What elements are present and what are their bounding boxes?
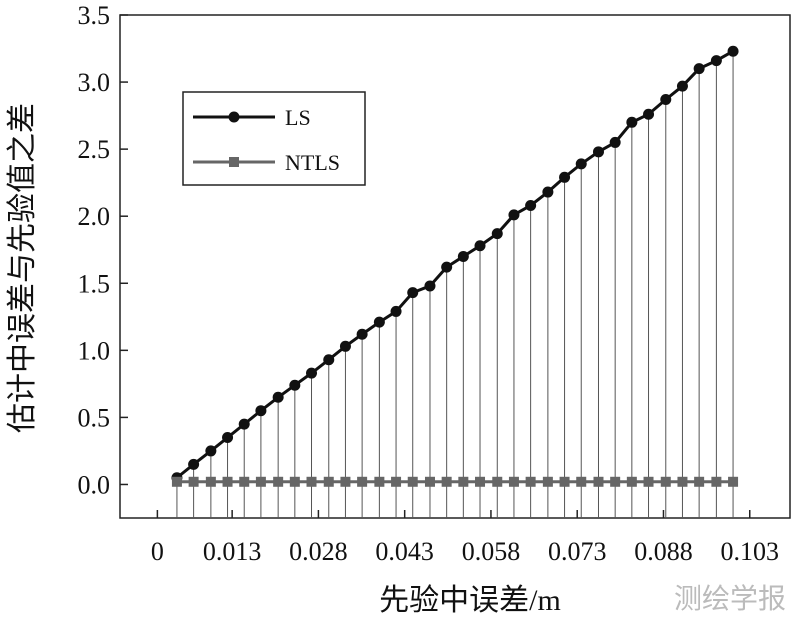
- point: [188, 458, 200, 470]
- point: [238, 418, 250, 430]
- point: [693, 63, 705, 75]
- point: [491, 228, 503, 240]
- point: [407, 476, 418, 487]
- point: [323, 354, 335, 366]
- point: [711, 476, 722, 487]
- point: [593, 476, 604, 487]
- point: [171, 476, 182, 487]
- point: [205, 445, 217, 457]
- point: [340, 476, 351, 487]
- point: [441, 476, 452, 487]
- y-tick-label: 2.5: [78, 135, 111, 164]
- point: [222, 476, 233, 487]
- point: [272, 391, 284, 403]
- y-tick-label: 1.0: [78, 336, 111, 365]
- point: [458, 476, 469, 487]
- x-tick-label: 0.028: [289, 537, 348, 566]
- x-tick-label: 0.088: [634, 537, 693, 566]
- point: [306, 476, 317, 487]
- point: [525, 199, 537, 211]
- legend-label: LS: [285, 105, 311, 130]
- y-tick-label: 0.5: [78, 403, 111, 432]
- x-tick-label: 0: [151, 537, 164, 566]
- point: [592, 146, 604, 158]
- point: [576, 476, 587, 487]
- point: [289, 476, 300, 487]
- point: [441, 261, 453, 273]
- point: [255, 405, 267, 417]
- point: [323, 476, 334, 487]
- point: [357, 476, 368, 487]
- point: [609, 136, 621, 148]
- point: [205, 476, 216, 487]
- point: [610, 476, 621, 487]
- y-tick-label: 3.0: [78, 68, 111, 97]
- x-tick-label: 0.058: [462, 537, 521, 566]
- x-tick-label: 0.073: [548, 537, 607, 566]
- watermark: 测绘学报: [674, 582, 786, 615]
- point: [424, 476, 435, 487]
- point: [457, 250, 469, 262]
- point: [306, 367, 318, 379]
- point: [559, 171, 571, 183]
- point: [508, 209, 520, 221]
- point: [643, 108, 655, 120]
- point: [542, 476, 553, 487]
- point: [391, 476, 402, 487]
- point: [475, 476, 486, 487]
- x-tick-label: 0.103: [720, 537, 779, 566]
- plot-frame: [119, 14, 791, 519]
- point: [676, 80, 688, 92]
- point: [289, 379, 301, 391]
- point: [356, 328, 368, 340]
- point: [727, 45, 739, 57]
- y-axis-label: 估计中误差与先验值之差: [6, 103, 39, 433]
- point: [694, 476, 705, 487]
- point: [339, 340, 351, 352]
- legend-label: NTLS: [285, 150, 340, 175]
- x-tick-label: 0.043: [375, 537, 434, 566]
- point: [239, 476, 250, 487]
- point: [222, 432, 234, 444]
- point: [407, 287, 419, 299]
- point: [542, 186, 554, 198]
- y-tick-label: 2.0: [78, 202, 111, 231]
- y-tick-label: 3.5: [78, 1, 111, 30]
- point: [575, 158, 587, 170]
- point: [525, 476, 536, 487]
- point: [728, 476, 739, 487]
- point: [255, 476, 266, 487]
- point: [508, 476, 519, 487]
- y-tick-label: 0.0: [78, 470, 111, 499]
- point: [373, 316, 385, 328]
- point: [710, 55, 722, 67]
- point: [188, 476, 199, 487]
- point: [660, 476, 671, 487]
- point: [424, 280, 436, 292]
- x-axis-label: 先验中误差/m: [379, 584, 561, 617]
- point: [390, 305, 402, 317]
- point: [677, 476, 688, 487]
- point: [643, 476, 654, 487]
- point: [660, 94, 672, 106]
- x-tick-label: 0.013: [203, 537, 262, 566]
- point: [374, 476, 385, 487]
- legend-marker: [229, 157, 239, 167]
- legend-marker: [228, 111, 240, 123]
- y-tick-label: 1.5: [78, 269, 111, 298]
- point: [626, 476, 637, 487]
- line: [175, 49, 734, 479]
- point: [492, 476, 503, 487]
- point: [626, 116, 638, 128]
- point: [559, 476, 570, 487]
- point: [474, 240, 486, 252]
- point: [273, 476, 284, 487]
- legend-box: [182, 91, 366, 186]
